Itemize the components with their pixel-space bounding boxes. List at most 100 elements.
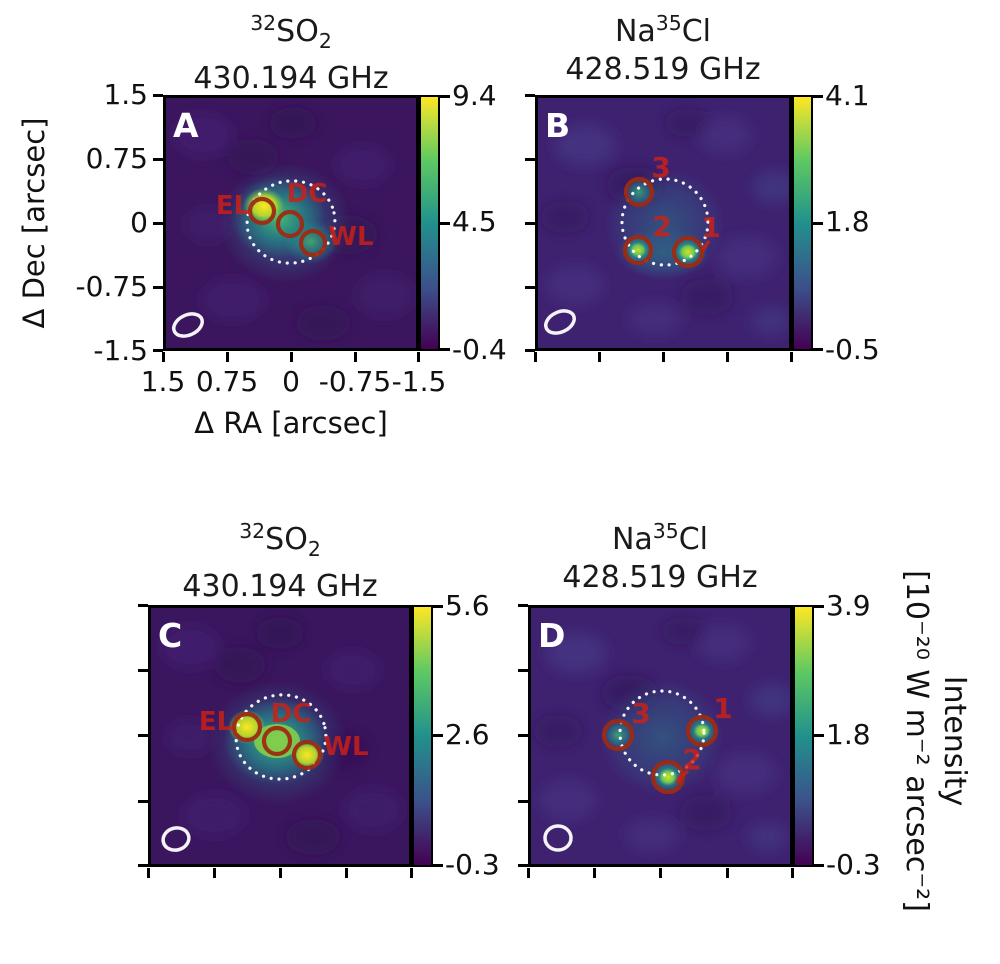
colorbar-c bbox=[412, 605, 433, 867]
panel-letter: B bbox=[545, 106, 570, 145]
axis-tick bbox=[518, 864, 528, 867]
x-tick-label: 1.5 bbox=[140, 365, 186, 398]
y-tick-label: 1.5 bbox=[103, 78, 148, 111]
axis-tick bbox=[593, 868, 596, 878]
colorbar-c-max: 5.6 bbox=[445, 589, 490, 622]
panel-c-molecule: 32SO2 bbox=[239, 519, 321, 561]
region-circle-dc bbox=[275, 209, 305, 239]
region-circle-3 bbox=[623, 176, 655, 208]
axis-tick bbox=[153, 94, 163, 97]
beam-ellipse bbox=[172, 312, 204, 338]
axis-tick bbox=[525, 158, 535, 161]
colorbar-tick bbox=[814, 734, 824, 737]
region-label-wl: WL bbox=[323, 732, 368, 762]
panel-c-map: EL DC WL C bbox=[148, 605, 412, 867]
panel-a-title: 32SO2 430.194 GHz bbox=[143, 4, 439, 98]
panel-c-title: 32SO2 430.194 GHz bbox=[130, 512, 430, 606]
panel-letter: C bbox=[158, 616, 182, 655]
colorbar-d-max: 3.9 bbox=[826, 589, 871, 622]
axis-tick bbox=[410, 868, 413, 878]
beam-ellipse bbox=[543, 824, 573, 852]
panel-c-molecule-isotope: 32 bbox=[239, 519, 266, 543]
x-axis-label: Δ RA [arcsec] bbox=[194, 406, 388, 440]
region-label-2: 2 bbox=[652, 210, 671, 243]
region-circle-1 bbox=[671, 235, 705, 269]
beam-ellipse bbox=[161, 826, 191, 852]
y-tick-label: -0.75 bbox=[75, 270, 148, 303]
beam-ellipse bbox=[544, 309, 576, 335]
panel-b-frequency: 428.519 GHz bbox=[565, 52, 761, 87]
panel-d-frequency: 428.519 GHz bbox=[562, 560, 758, 595]
axis-tick bbox=[153, 286, 163, 289]
region-label-1: 1 bbox=[713, 692, 732, 725]
colorbar-tick bbox=[813, 95, 823, 98]
region-circle-el bbox=[247, 196, 277, 226]
colorbar-b bbox=[792, 95, 813, 351]
region-arrow-1 bbox=[701, 240, 711, 251]
colorbar-tick bbox=[433, 864, 443, 867]
axis-tick bbox=[790, 352, 793, 362]
axis-tick bbox=[534, 352, 537, 362]
colorbar-tick bbox=[440, 222, 450, 225]
axis-tick bbox=[525, 349, 535, 352]
region-label-el: EL bbox=[216, 191, 250, 221]
x-tick-label: -0.75 bbox=[318, 365, 392, 398]
axis-tick bbox=[153, 158, 163, 161]
colorbar-d-min: -0.3 bbox=[826, 848, 881, 881]
region-label-2: 2 bbox=[682, 743, 701, 776]
axis-tick bbox=[354, 352, 357, 362]
panel-a-molecule: 32SO2 bbox=[250, 11, 332, 53]
y-tick-label: 0 bbox=[130, 206, 148, 239]
region-circle-3 bbox=[601, 718, 635, 752]
axis-tick bbox=[726, 868, 729, 878]
region-circle-2 bbox=[622, 234, 654, 266]
panel-b-molecule: Na35Cl bbox=[614, 11, 712, 49]
colorbar-tick bbox=[814, 864, 824, 867]
y-tick-label: -1.5 bbox=[93, 334, 148, 367]
panel-a-map: EL DC WL A bbox=[163, 95, 419, 351]
colorbar-a-max: 9.4 bbox=[452, 79, 497, 112]
axis-tick bbox=[659, 868, 662, 878]
region-label-3: 3 bbox=[631, 697, 650, 730]
colorbar-b-max: 4.1 bbox=[825, 79, 870, 112]
colorbar-d bbox=[793, 605, 814, 867]
panel-a-molecule-isotope: 32 bbox=[250, 11, 277, 35]
region-arrow-2-head bbox=[674, 775, 682, 784]
intensity-label-line1: Intensity bbox=[937, 675, 972, 807]
axis-tick bbox=[147, 868, 150, 878]
region-circle-dc bbox=[261, 725, 293, 757]
region-circle-wl bbox=[298, 228, 328, 258]
panel-d-molecule-isotope: 35 bbox=[652, 519, 679, 543]
axis-tick bbox=[138, 800, 148, 803]
region-label-dc: DC bbox=[287, 179, 328, 209]
y-axis-label: Δ Dec [arcsec] bbox=[17, 117, 51, 329]
dotted-aperture-circle bbox=[618, 689, 706, 777]
dotted-aperture-ellipse bbox=[234, 693, 328, 781]
axis-tick bbox=[518, 669, 528, 672]
intensity-axis-label: Intensity [10⁻²⁰ W m⁻² arcsec⁻²] bbox=[897, 511, 973, 964]
axis-tick bbox=[138, 864, 148, 867]
y-tick-label: 0.75 bbox=[85, 142, 148, 175]
axis-tick bbox=[525, 94, 535, 97]
colorbar-b-min: -0.5 bbox=[825, 333, 880, 366]
region-label-3: 3 bbox=[651, 151, 670, 184]
colorbar-a-min: -0.4 bbox=[452, 333, 507, 366]
axis-tick bbox=[279, 868, 282, 878]
colorbar-tick bbox=[814, 605, 824, 608]
region-circle-1 bbox=[685, 714, 719, 748]
colorbar-c-min: -0.3 bbox=[445, 848, 500, 881]
axis-tick bbox=[525, 286, 535, 289]
colorbar-a-mid: 4.5 bbox=[452, 205, 497, 238]
region-label-dc: DC bbox=[271, 699, 312, 729]
panel-b-molecule-isotope: 35 bbox=[655, 11, 682, 35]
axis-tick bbox=[138, 734, 148, 737]
panel-a-frequency: 430.194 GHz bbox=[193, 61, 389, 96]
axis-tick bbox=[598, 352, 601, 362]
colorbar-b-mid: 1.8 bbox=[825, 205, 870, 238]
region-label-1: 1 bbox=[701, 211, 720, 244]
x-tick-label: 0 bbox=[282, 365, 300, 398]
region-circle-el bbox=[231, 711, 263, 743]
colorbar-tick bbox=[433, 734, 443, 737]
intensity-label-line2: [10⁻²⁰ W m⁻² arcsec⁻²] bbox=[899, 570, 934, 912]
panel-letter: A bbox=[173, 106, 199, 145]
